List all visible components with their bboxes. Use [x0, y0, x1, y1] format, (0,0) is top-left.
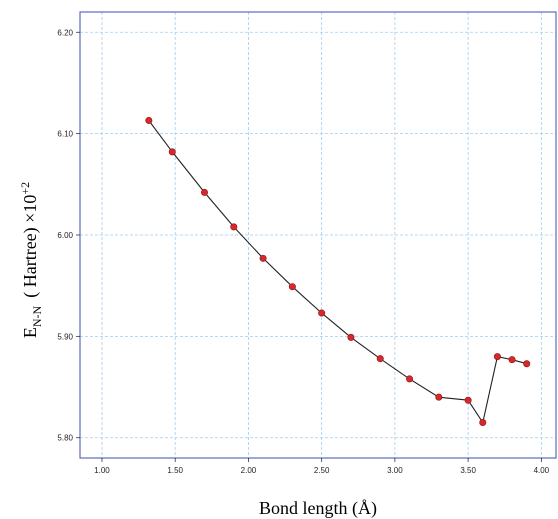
x-tick-label-3: 2.50 — [314, 466, 330, 475]
data-point-12 — [479, 419, 487, 427]
grid-lines — [80, 12, 556, 458]
data-point-14 — [508, 356, 516, 364]
x-tick-label-2: 2.00 — [241, 466, 257, 475]
y-tick-label-0: 5.80 — [57, 434, 73, 443]
data-point-0 — [145, 116, 153, 124]
x-tick-label-1: 1.50 — [167, 466, 183, 475]
x-tick-label-0: 1.00 — [94, 466, 110, 475]
y-axis-label-main: E — [20, 327, 40, 338]
y-axis-label-unit: ( Hartree) ×10 — [20, 195, 41, 298]
x-tick-label-4: 3.00 — [387, 466, 403, 475]
data-point-2 — [200, 188, 208, 196]
x-tick-label-6: 4.00 — [534, 466, 550, 475]
y-tick-label-2: 6.00 — [57, 231, 73, 240]
data-series — [145, 116, 531, 427]
data-point-7 — [347, 333, 355, 341]
y-axis-label-exponent: +2 — [18, 182, 32, 195]
data-point-13 — [493, 353, 501, 361]
series-line-0 — [148, 120, 527, 424]
y-tick-labels: 5.80 5.90 6.00 6.10 6.20 — [57, 28, 80, 443]
x-axis-label: Bond length (Å) — [259, 498, 377, 519]
x-tick-label-5: 3.50 — [460, 466, 476, 475]
y-tick-label-1: 5.90 — [57, 332, 73, 341]
data-point-1 — [168, 148, 176, 156]
data-point-11 — [464, 396, 472, 404]
y-tick-label-4: 6.20 — [57, 28, 73, 37]
data-point-6 — [318, 309, 326, 317]
data-point-10 — [435, 393, 443, 401]
y-axis-label-subscript: N-N — [30, 305, 44, 327]
y-tick-label-3: 6.10 — [57, 130, 73, 139]
data-point-3 — [230, 223, 238, 231]
data-point-9 — [406, 375, 414, 383]
data-point-4 — [259, 254, 267, 262]
y-axis-label: EN-N ( Hartree) ×10+2 — [18, 182, 44, 338]
data-point-5 — [288, 283, 296, 291]
data-point-15 — [523, 360, 531, 368]
x-tick-labels: 1.00 1.50 2.00 2.50 3.00 3.50 4.00 — [94, 458, 550, 475]
data-point-8 — [376, 355, 384, 363]
